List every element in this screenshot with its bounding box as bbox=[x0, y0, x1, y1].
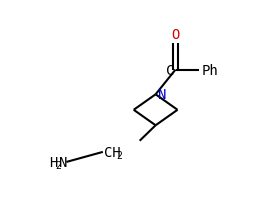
Text: Ph: Ph bbox=[202, 63, 218, 77]
Text: H: H bbox=[49, 156, 57, 170]
Text: N: N bbox=[59, 156, 68, 170]
Text: O: O bbox=[171, 28, 180, 42]
Text: CH: CH bbox=[104, 146, 121, 160]
Text: 2: 2 bbox=[56, 160, 61, 170]
Text: C: C bbox=[166, 63, 175, 77]
Text: 2: 2 bbox=[116, 150, 122, 160]
Text: N: N bbox=[158, 87, 166, 101]
